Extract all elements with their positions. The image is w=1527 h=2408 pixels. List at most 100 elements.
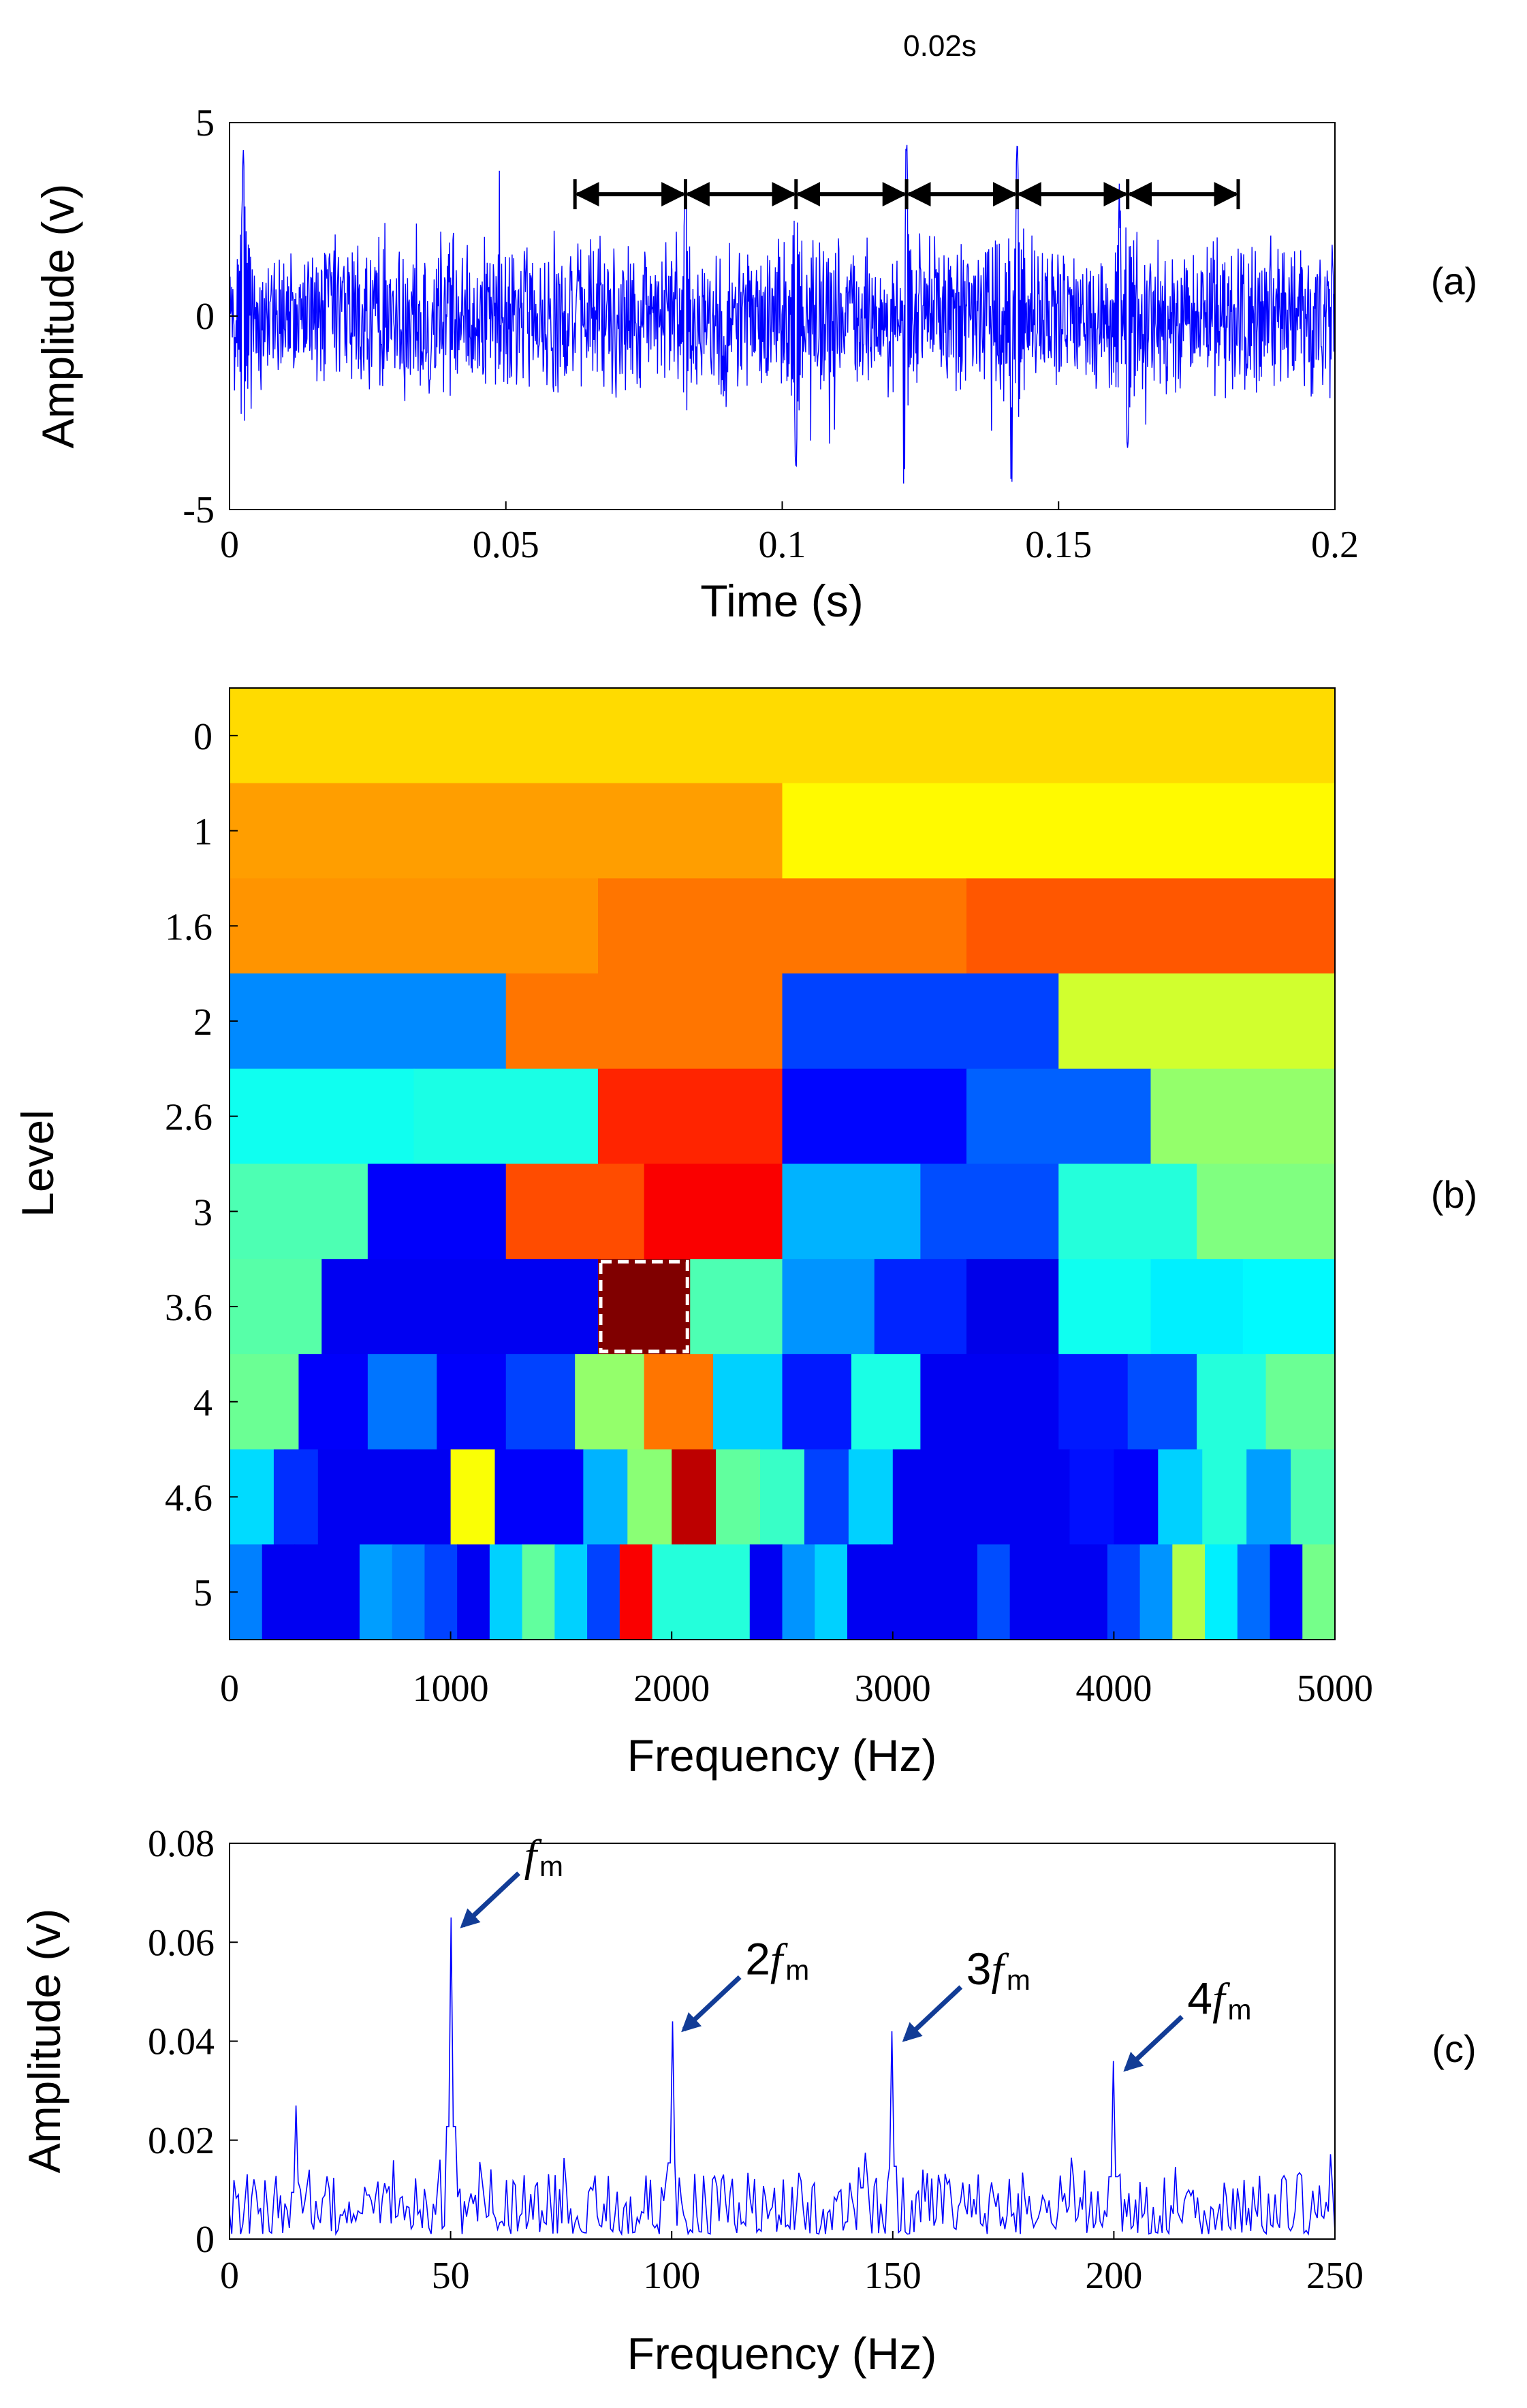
panel-b-heatmap-cell bbox=[230, 1259, 323, 1355]
panel-b-level-tick-label: 4 bbox=[193, 1382, 212, 1424]
panel-b-heatmap-cell bbox=[627, 1449, 672, 1546]
panel-b-heatmap-cell bbox=[874, 1259, 967, 1355]
panel-b-heatmap-cell bbox=[690, 1259, 783, 1355]
panel-c-x-tick-label: 50 bbox=[432, 2255, 470, 2297]
panel-b-heatmap-cell bbox=[230, 878, 599, 974]
panel-b-heatmap-cell bbox=[1202, 1449, 1247, 1546]
panel-b-heatmap-cell bbox=[966, 1259, 1060, 1355]
panel-b-highlight-box bbox=[599, 1260, 689, 1354]
panel-b-heatmap-cell bbox=[1237, 1544, 1271, 1640]
panel-b-label: (b) bbox=[1431, 1173, 1477, 1216]
panel-b-heatmap-cell bbox=[367, 1163, 507, 1260]
panel-b-heatmap-cell bbox=[1242, 1259, 1336, 1355]
panel-b-heatmap-cell bbox=[981, 1449, 1026, 1546]
panel-b-heatmap-cell bbox=[1114, 1449, 1159, 1546]
panel-a-y-ticks: -5 0 5 bbox=[183, 102, 238, 531]
panel-b-heatmap-cell bbox=[1270, 1544, 1304, 1640]
panel-b-heatmap-cell bbox=[359, 1544, 393, 1640]
panel-b-heatmap-cell bbox=[587, 1544, 620, 1640]
panel-b-x-tick-label: 0 bbox=[220, 1668, 239, 1710]
panel-b-level-tick-label: 1 bbox=[193, 811, 212, 854]
panel-b-heatmap-cells bbox=[230, 688, 1336, 1640]
panel-c-peak-label: 2fm bbox=[745, 1933, 809, 1986]
panel-b-heatmap-cell bbox=[505, 973, 783, 1069]
panel-b-axes-frame bbox=[229, 687, 1336, 1640]
panel-c-peak-label: 3fm bbox=[966, 1943, 1030, 1996]
panel-b-level-tick-label: 2.6 bbox=[165, 1097, 212, 1139]
peak-label-subscript: m bbox=[1227, 1994, 1251, 2026]
panel-a-signal-line bbox=[230, 144, 1335, 484]
panel-b-heatmap-cell bbox=[598, 1259, 691, 1355]
panel-b-heatmap-cell bbox=[321, 1259, 415, 1355]
panel-c-y-ticks: 0 0.02 0.04 0.06 0.08 bbox=[148, 1823, 238, 2261]
panel-b-heatmap-cell bbox=[684, 1544, 718, 1640]
peak-label-subscript: m bbox=[785, 1954, 809, 1986]
panel-b-heatmap-cell bbox=[457, 1544, 490, 1640]
panel-a-x-tick-label: 0 bbox=[220, 524, 239, 566]
panel-c-label: (c) bbox=[1432, 2027, 1476, 2070]
peak-label-subscript: m bbox=[1007, 1964, 1030, 1996]
panel-b-heatmap-cell bbox=[716, 1449, 761, 1546]
panel-b-heatmap-cell bbox=[494, 1449, 540, 1546]
panel-b-heatmap-cell bbox=[619, 1544, 653, 1640]
panel-b-heatmap-cell bbox=[539, 1449, 584, 1546]
panel-b-heatmap-cell bbox=[367, 1354, 438, 1450]
panel-c-xlabel: Frequency (Hz) bbox=[627, 2328, 937, 2379]
panel-c-x-tick-label: 200 bbox=[1085, 2255, 1142, 2297]
panel-b-heatmap-cell bbox=[298, 1354, 368, 1450]
panel-c-peak-arrow bbox=[1123, 2014, 1184, 2072]
panel-b-heatmap-cell bbox=[1302, 1544, 1336, 1640]
panel-b-heatmap-cell bbox=[1265, 1354, 1336, 1450]
panel-a-label: (a) bbox=[1431, 260, 1477, 302]
panel-b-heatmap-cell bbox=[1139, 1544, 1174, 1640]
panel-b-heatmap-cell bbox=[450, 1449, 496, 1546]
peak-label-subscript: m bbox=[539, 1850, 563, 1882]
panel-a-y-tick-label: 5 bbox=[195, 102, 215, 144]
panel-b-heatmap-cell bbox=[1197, 1163, 1336, 1260]
panel-a-x-tick-label: 0.1 bbox=[759, 524, 806, 566]
peak-label-coefficient: 2 bbox=[745, 1933, 770, 1984]
panel-b-heatmap-cell bbox=[1127, 1354, 1197, 1450]
panel-b-heatmap-cell bbox=[1205, 1544, 1238, 1640]
panel-b-heatmap-cell bbox=[505, 1163, 645, 1260]
panel-b-heatmap-cell bbox=[782, 1163, 922, 1260]
panel-b-heatmap-cell bbox=[1150, 1068, 1336, 1165]
panel-b-heatmap-cell bbox=[1075, 1544, 1108, 1640]
panel-b-heatmap-cell bbox=[713, 1354, 783, 1450]
panel-b-heatmap-cell bbox=[1058, 1259, 1152, 1355]
panel-c-peak-label: fm bbox=[524, 1831, 563, 1882]
panel-b-heatmap-cell bbox=[966, 878, 1336, 974]
panel-b-level-tick-label: 2 bbox=[193, 1001, 212, 1044]
panel-b-xlabel: Frequency (Hz) bbox=[627, 1730, 937, 1781]
panel-a-x-tick-label: 0.15 bbox=[1025, 524, 1092, 566]
panel-c-x-tick-label: 150 bbox=[864, 2255, 922, 2297]
panel-c-y-tick-label: 0 bbox=[195, 2219, 215, 2261]
panel-b-heatmap-cell bbox=[1058, 1163, 1197, 1260]
panel-c-ylabel: Amplitude (v) bbox=[19, 1909, 69, 2174]
panel-b-heatmap-cell bbox=[598, 878, 967, 974]
panel-b-heatmap-cell bbox=[413, 1259, 507, 1355]
panel-b-heatmap-cell bbox=[1172, 1544, 1206, 1640]
panel-b-heatmap-cell bbox=[966, 1068, 1152, 1165]
panel-b-x-tick-label: 2000 bbox=[633, 1668, 710, 1710]
panel-b-heatmap-cell bbox=[804, 1449, 849, 1546]
panel-b-heatmap-cell bbox=[936, 1449, 982, 1546]
panel-b-heatmap-cell bbox=[317, 1449, 363, 1546]
panel-c-x-tick-label: 100 bbox=[643, 2255, 700, 2297]
panel-b-heatmap-cell bbox=[920, 1354, 990, 1450]
panel-b-heatmap-cell bbox=[1058, 973, 1336, 1069]
panel-b-heatmap-cell bbox=[273, 1449, 319, 1546]
panel-b-heatmap-cell bbox=[294, 1544, 328, 1640]
panel-b-heatmap-cell bbox=[262, 1544, 296, 1640]
panel-c-x-ticks: 0 50 100 150 200 250 bbox=[220, 2231, 1364, 2297]
panel-b-heatmap-cell bbox=[782, 1544, 816, 1640]
panel-a-x-tick-label: 0.2 bbox=[1311, 524, 1359, 566]
panel-b-heatmap-cell bbox=[406, 1449, 452, 1546]
panel-b-x-tick-label: 1000 bbox=[413, 1668, 489, 1710]
panel-c-peak-annotations: fm 2fm 3fm 4fm bbox=[460, 1831, 1251, 2072]
panel-b-heatmap-cell bbox=[230, 973, 507, 1069]
panel-b-heatmap-cell bbox=[815, 1544, 848, 1640]
panel-b-level-tick-label: 3.6 bbox=[165, 1287, 212, 1329]
panel-b-heatmap-cell bbox=[575, 1354, 645, 1450]
